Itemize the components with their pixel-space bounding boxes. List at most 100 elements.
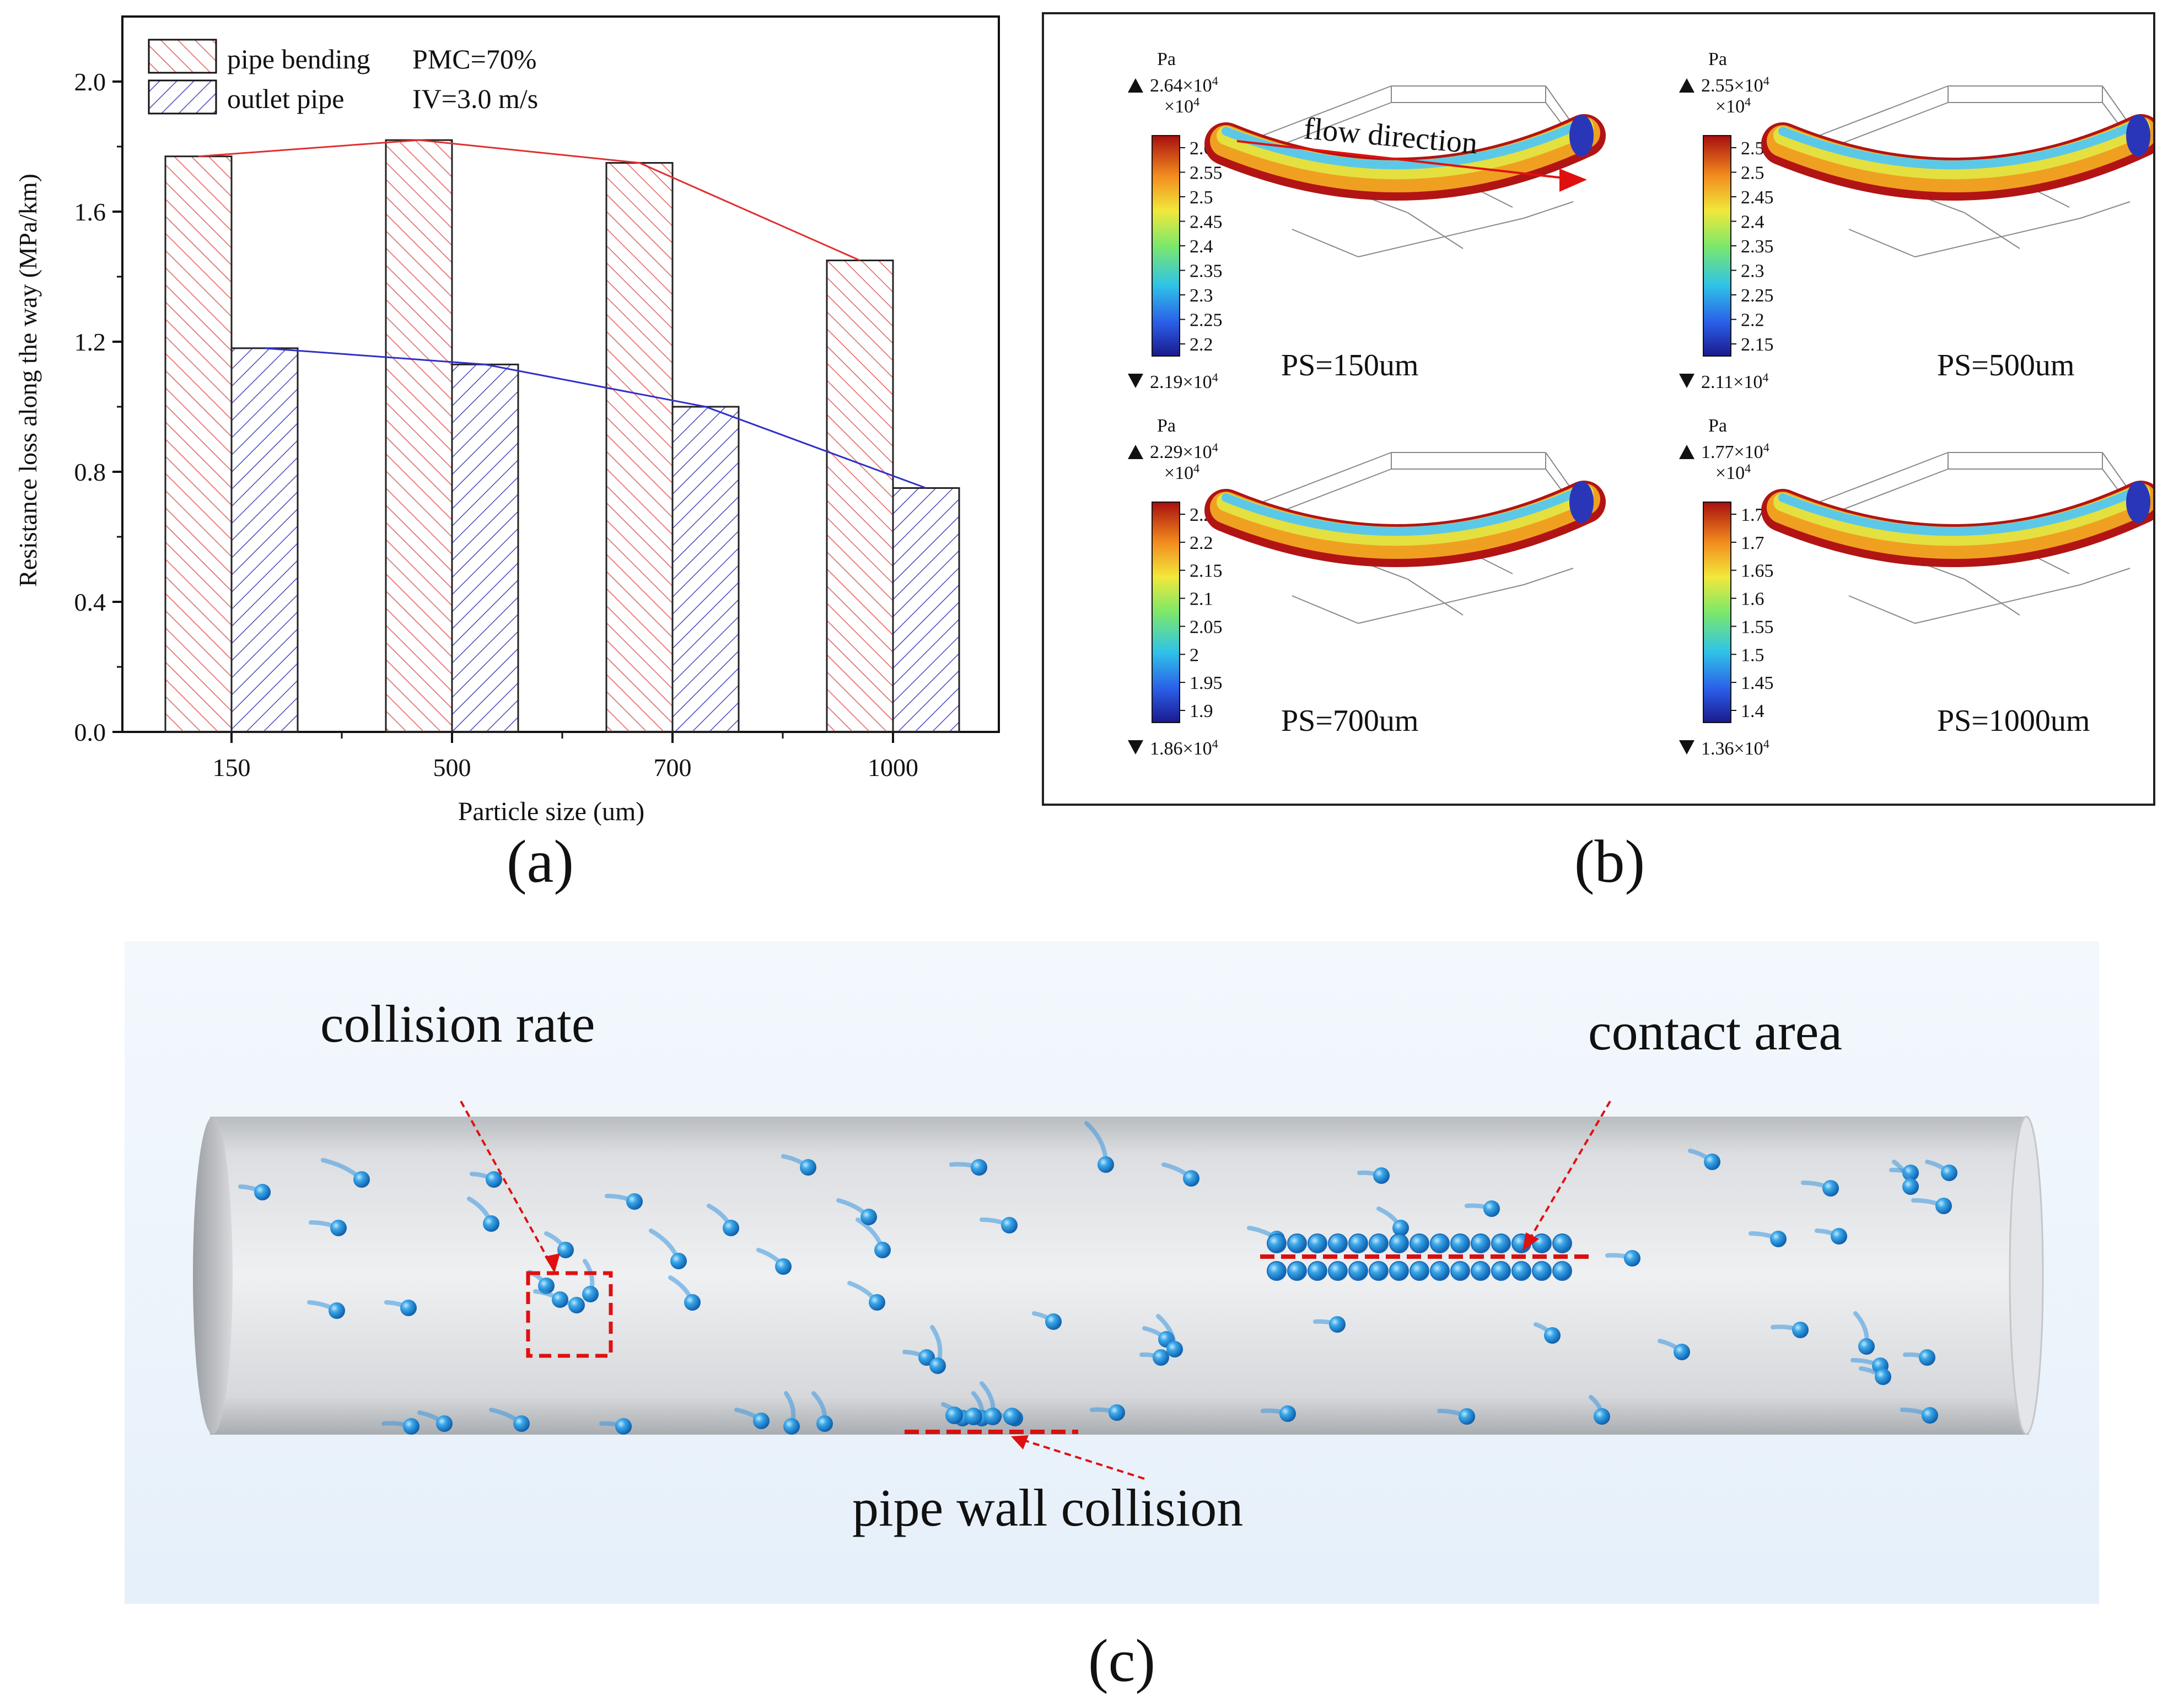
pipe-upper [1217, 484, 1594, 546]
particle [1329, 1316, 1346, 1333]
particle [1875, 1368, 1891, 1385]
particle [684, 1294, 701, 1311]
particle [929, 1357, 946, 1374]
pressure-contour-panel: Pa 2.64×104 ×104 2.6 2.55 2.5 2.45 2.4 2.35 2.3 2.… [1042, 12, 2162, 806]
contour-plot-2: Pa2.29×104×1042.252.22.152.12.0521.951.9… [1128, 416, 1606, 759]
bar-pipe-bending-150 [164, 155, 233, 733]
x-axis-label: Particle size (um) [458, 797, 645, 826]
scale-factor: ×104 [1164, 461, 1199, 484]
flow-direction-arrow [1236, 140, 1582, 183]
bar-pipe-bending-700 [605, 162, 674, 733]
contact-particle [1511, 1261, 1531, 1281]
color-bar-tick-label: 2.1 [1190, 589, 1213, 610]
particle [486, 1171, 502, 1188]
y-tick-label: 1.6 [74, 198, 106, 226]
particle [1544, 1327, 1561, 1344]
color-bar-tick-label: 1.95 [1190, 673, 1223, 693]
scale-factor: ×104 [1164, 95, 1199, 117]
plot-frame [121, 15, 1000, 733]
color-bar-tick-label: 2.45 [1741, 187, 1774, 208]
color-bar-tick-label: 1.7 [1741, 533, 1764, 553]
y-tick-label: 1.2 [74, 328, 106, 356]
particle [513, 1415, 530, 1432]
contact-particle [1369, 1261, 1389, 1281]
contact-particle [1308, 1233, 1327, 1253]
particle [1822, 1180, 1839, 1197]
panel-label-a: (a) [506, 828, 574, 895]
contact-area-label: contact area [1588, 1002, 1842, 1061]
flow-direction-arrowhead [1559, 169, 1587, 192]
particle [1483, 1200, 1500, 1217]
contact-particle [1552, 1261, 1572, 1281]
particle [1919, 1349, 1935, 1366]
contact-particle [1532, 1233, 1552, 1253]
color-bar-tick-label: 2.2 [1741, 310, 1764, 331]
contact-particle [1491, 1233, 1511, 1253]
ps-label: PS=500um [1937, 348, 2074, 382]
pipe-right-end [2009, 1116, 2044, 1435]
legend-label-outlet-pipe: outlet pipe [227, 83, 344, 114]
particle [874, 1242, 891, 1258]
ps-label: PS=1000um [1937, 704, 2090, 738]
color-bar-tick-label: 1.4 [1741, 701, 1764, 721]
color-bar-tick-label: 2.55 [1190, 163, 1223, 184]
trend-line-pipe-bending [198, 139, 860, 261]
particle [670, 1253, 687, 1269]
pipe-outlet-end [1569, 115, 1594, 157]
color-bar-tick-label: 1.9 [1190, 701, 1213, 721]
contact-particle [1267, 1233, 1287, 1253]
unit-label: Pa [1157, 416, 1176, 436]
contact-particle [1471, 1261, 1491, 1281]
color-bar-tick-label: 2.4 [1741, 212, 1764, 233]
color-bar-tick-label: 2.45 [1190, 212, 1223, 233]
wall-particle [965, 1408, 982, 1425]
unit-label: Pa [1708, 416, 1727, 436]
contact-particle [1328, 1261, 1348, 1281]
pipe-outlet-end [1569, 481, 1594, 523]
particle [1704, 1154, 1720, 1170]
color-bar [1152, 502, 1180, 723]
pipe-outlet-end [2126, 481, 2150, 523]
bar-outlet-pipe-700 [671, 406, 740, 733]
color-bar-tick-label: 1.6 [1741, 589, 1764, 610]
max-triangle-icon [1679, 78, 1694, 93]
contact-particle [1552, 1233, 1572, 1253]
bar-outlet-pipe-150 [230, 347, 299, 733]
contact-particle [1430, 1233, 1450, 1253]
particle [1935, 1198, 1952, 1214]
unit-label: Pa [1157, 49, 1176, 69]
max-value: 2.64×104 [1150, 74, 1218, 96]
color-bar-tick-label: 2.3 [1190, 285, 1213, 306]
unit-label: Pa [1708, 49, 1727, 69]
color-bar-tick-label: 2 [1190, 645, 1199, 665]
pipe-top-highlight [1222, 118, 1589, 170]
particle [568, 1297, 585, 1313]
min-value: 1.36×104 [1701, 737, 1769, 759]
x-tick-label: 500 [433, 753, 471, 782]
color-bar-tick-label: 2.4 [1190, 236, 1213, 257]
contact-particle [1348, 1261, 1368, 1281]
max-value: 1.77×104 [1701, 440, 1769, 463]
annotation-pmc: PMC=70% [412, 44, 536, 74]
ps-label: PS=700um [1281, 704, 1418, 738]
particle [1941, 1165, 1957, 1181]
contact-particle [1328, 1233, 1348, 1253]
particle [552, 1291, 568, 1308]
contact-particle [1287, 1233, 1307, 1253]
contact-particle [1389, 1233, 1409, 1253]
particle [723, 1220, 739, 1236]
particle [1153, 1349, 1169, 1366]
min-triangle-icon [1128, 374, 1143, 388]
contact-particle [1287, 1261, 1307, 1281]
scale-factor: ×104 [1715, 95, 1751, 117]
wall-particle [984, 1408, 1002, 1425]
pipe-outlet-end [2126, 115, 2150, 157]
particle [1001, 1217, 1018, 1233]
max-triangle-icon [1679, 445, 1694, 459]
particle [1459, 1408, 1475, 1425]
particle [800, 1159, 816, 1176]
particle [816, 1415, 833, 1432]
x-tick-label: 150 [213, 753, 251, 782]
contact-particle [1267, 1261, 1287, 1281]
contact-particle [1471, 1233, 1491, 1253]
